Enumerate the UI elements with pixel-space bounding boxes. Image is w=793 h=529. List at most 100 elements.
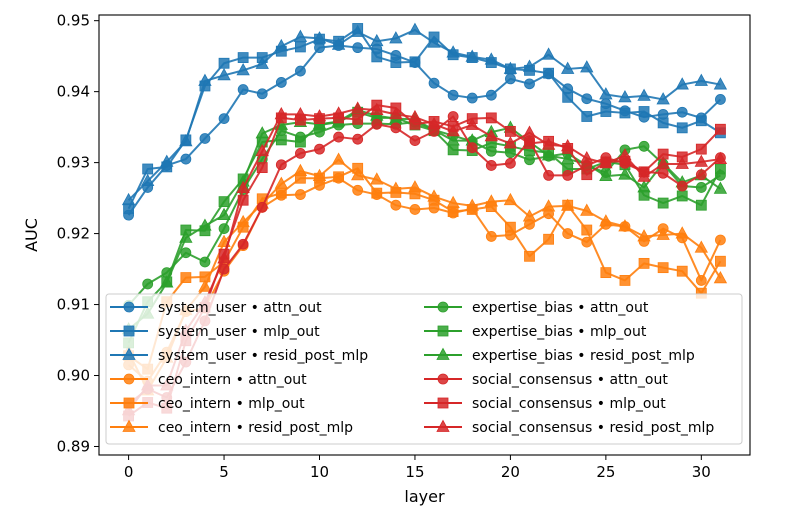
data-point <box>695 143 707 155</box>
x-tick-label: 20 <box>501 463 520 481</box>
data-point <box>541 47 556 60</box>
data-point <box>199 256 211 268</box>
data-point <box>142 278 154 290</box>
data-point <box>543 67 554 79</box>
data-point <box>581 224 593 236</box>
x-tick-label: 0 <box>124 463 134 481</box>
data-point <box>352 184 364 196</box>
data-point <box>390 199 402 211</box>
data-point <box>505 221 516 233</box>
x-tick-label: 10 <box>310 463 329 481</box>
data-point <box>217 207 231 221</box>
data-point <box>676 265 688 277</box>
data-point <box>427 35 441 48</box>
data-point <box>312 168 327 181</box>
data-point <box>715 163 726 175</box>
data-point <box>274 176 288 189</box>
data-point <box>142 163 154 175</box>
legend-entry: ceo_intern • mlp_out <box>110 396 305 412</box>
data-point <box>312 109 327 122</box>
data-point <box>694 154 708 167</box>
data-point <box>295 189 306 200</box>
series-0 <box>123 40 726 221</box>
data-point <box>713 270 728 284</box>
data-point <box>370 172 384 185</box>
data-point <box>676 190 688 202</box>
data-point <box>656 92 670 105</box>
data-point <box>715 234 726 246</box>
data-point <box>580 203 594 216</box>
legend-label: expertise_bias • mlp_out <box>472 324 647 340</box>
data-point <box>198 279 212 292</box>
data-point <box>713 77 728 90</box>
data-point <box>543 169 554 181</box>
data-point <box>618 167 632 180</box>
data-point <box>295 147 306 159</box>
legend-label: system_user • mlp_out <box>158 324 320 340</box>
data-point <box>485 112 497 124</box>
data-point <box>713 151 728 164</box>
data-point <box>637 88 651 101</box>
data-point <box>370 102 384 115</box>
data-point <box>390 57 402 68</box>
data-point <box>599 155 613 169</box>
data-point <box>695 169 707 181</box>
data-point <box>218 223 230 235</box>
legend-label: ceo_intern • mlp_out <box>158 396 305 412</box>
data-point <box>600 106 612 117</box>
data-point <box>562 91 574 103</box>
data-point <box>218 196 230 208</box>
data-point <box>427 189 441 202</box>
data-point <box>637 169 651 182</box>
data-point <box>123 203 134 215</box>
data-point <box>409 135 421 147</box>
data-point <box>562 228 574 239</box>
data-point <box>293 29 308 42</box>
data-point <box>275 187 287 199</box>
legend-swatch-marker <box>436 419 450 432</box>
data-point <box>333 171 344 183</box>
data-point <box>465 117 479 130</box>
data-point <box>237 238 249 250</box>
data-point <box>331 106 346 119</box>
legend-swatch-marker <box>123 301 135 313</box>
data-point <box>446 124 460 137</box>
data-point <box>293 163 308 177</box>
data-point <box>427 116 441 130</box>
data-point <box>295 65 306 77</box>
data-point <box>580 60 594 73</box>
data-point <box>503 61 518 74</box>
data-point <box>638 140 650 152</box>
series-5 <box>121 152 728 396</box>
x-tick-label: 15 <box>405 463 424 481</box>
data-point <box>237 194 249 206</box>
data-point <box>180 272 192 283</box>
data-point <box>541 199 556 212</box>
x-tick-label: 25 <box>596 463 615 481</box>
data-point <box>541 137 556 150</box>
legend-label: expertise_bias • attn_out <box>472 300 649 316</box>
data-point <box>503 192 518 206</box>
y-axis-label: AUC <box>22 218 41 252</box>
series-line <box>127 121 721 306</box>
data-point <box>599 168 613 181</box>
data-point <box>484 52 498 65</box>
data-point <box>485 231 497 242</box>
data-point <box>580 151 594 164</box>
data-point <box>447 89 459 101</box>
data-point <box>409 204 421 215</box>
legend-entry: ceo_intern • resid_post_mlp <box>110 419 353 436</box>
data-point <box>255 143 269 157</box>
legend-label: social_consensus • attn_out <box>472 372 668 388</box>
data-point <box>408 109 422 123</box>
data-point <box>524 154 535 166</box>
data-point <box>695 115 707 127</box>
data-point <box>656 156 670 169</box>
data-point <box>352 42 364 54</box>
data-point <box>524 78 535 90</box>
data-point <box>465 198 479 211</box>
data-point <box>428 77 440 89</box>
data-point <box>581 93 593 105</box>
data-point <box>236 63 250 76</box>
legend-swatch-marker <box>123 373 135 385</box>
